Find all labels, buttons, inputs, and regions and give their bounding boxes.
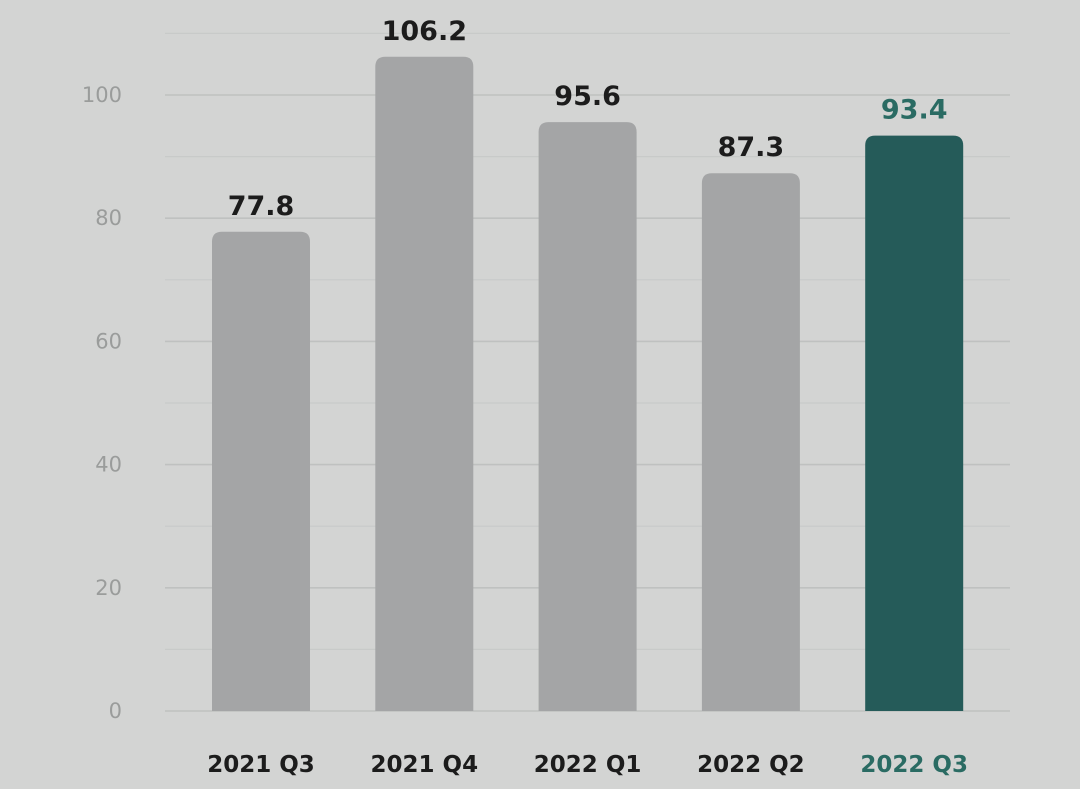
- data-label: 87.3: [718, 132, 785, 163]
- data-label: 93.4: [881, 95, 948, 126]
- bar-2021-q4: [375, 56, 474, 712]
- bar-2021-q3: [212, 231, 310, 711]
- data-label: 106.2: [382, 16, 467, 47]
- data-label: 95.6: [554, 81, 621, 112]
- x-tick-label: 2022 Q2: [697, 752, 805, 778]
- y-tick-label: 100: [82, 83, 122, 107]
- data-labels: 77.8 106.2 95.6 87.3 93.4: [228, 16, 948, 222]
- x-axis-ticks: 2021 Q3 2021 Q4 2022 Q1 2022 Q2 2022 Q3: [207, 752, 968, 778]
- x-tick-label: 2022 Q1: [534, 752, 642, 778]
- x-tick-label: 2021 Q3: [207, 752, 315, 778]
- y-tick-label: 40: [95, 453, 122, 477]
- y-axis-ticks: 0 20 40 60 80 100: [82, 83, 122, 723]
- bar-2022-q1: [538, 122, 637, 711]
- bar-2022-q2: [701, 173, 800, 711]
- y-tick-label: 0: [109, 699, 122, 723]
- y-tick-label: 20: [95, 576, 122, 600]
- y-tick-label: 60: [95, 329, 122, 353]
- bars: [212, 56, 964, 712]
- x-tick-label: 2022 Q3: [860, 752, 968, 778]
- y-tick-label: 80: [95, 206, 122, 230]
- bar-2022-q3: [865, 135, 964, 711]
- x-tick-label: 2021 Q4: [371, 752, 479, 778]
- data-label: 77.8: [228, 191, 295, 222]
